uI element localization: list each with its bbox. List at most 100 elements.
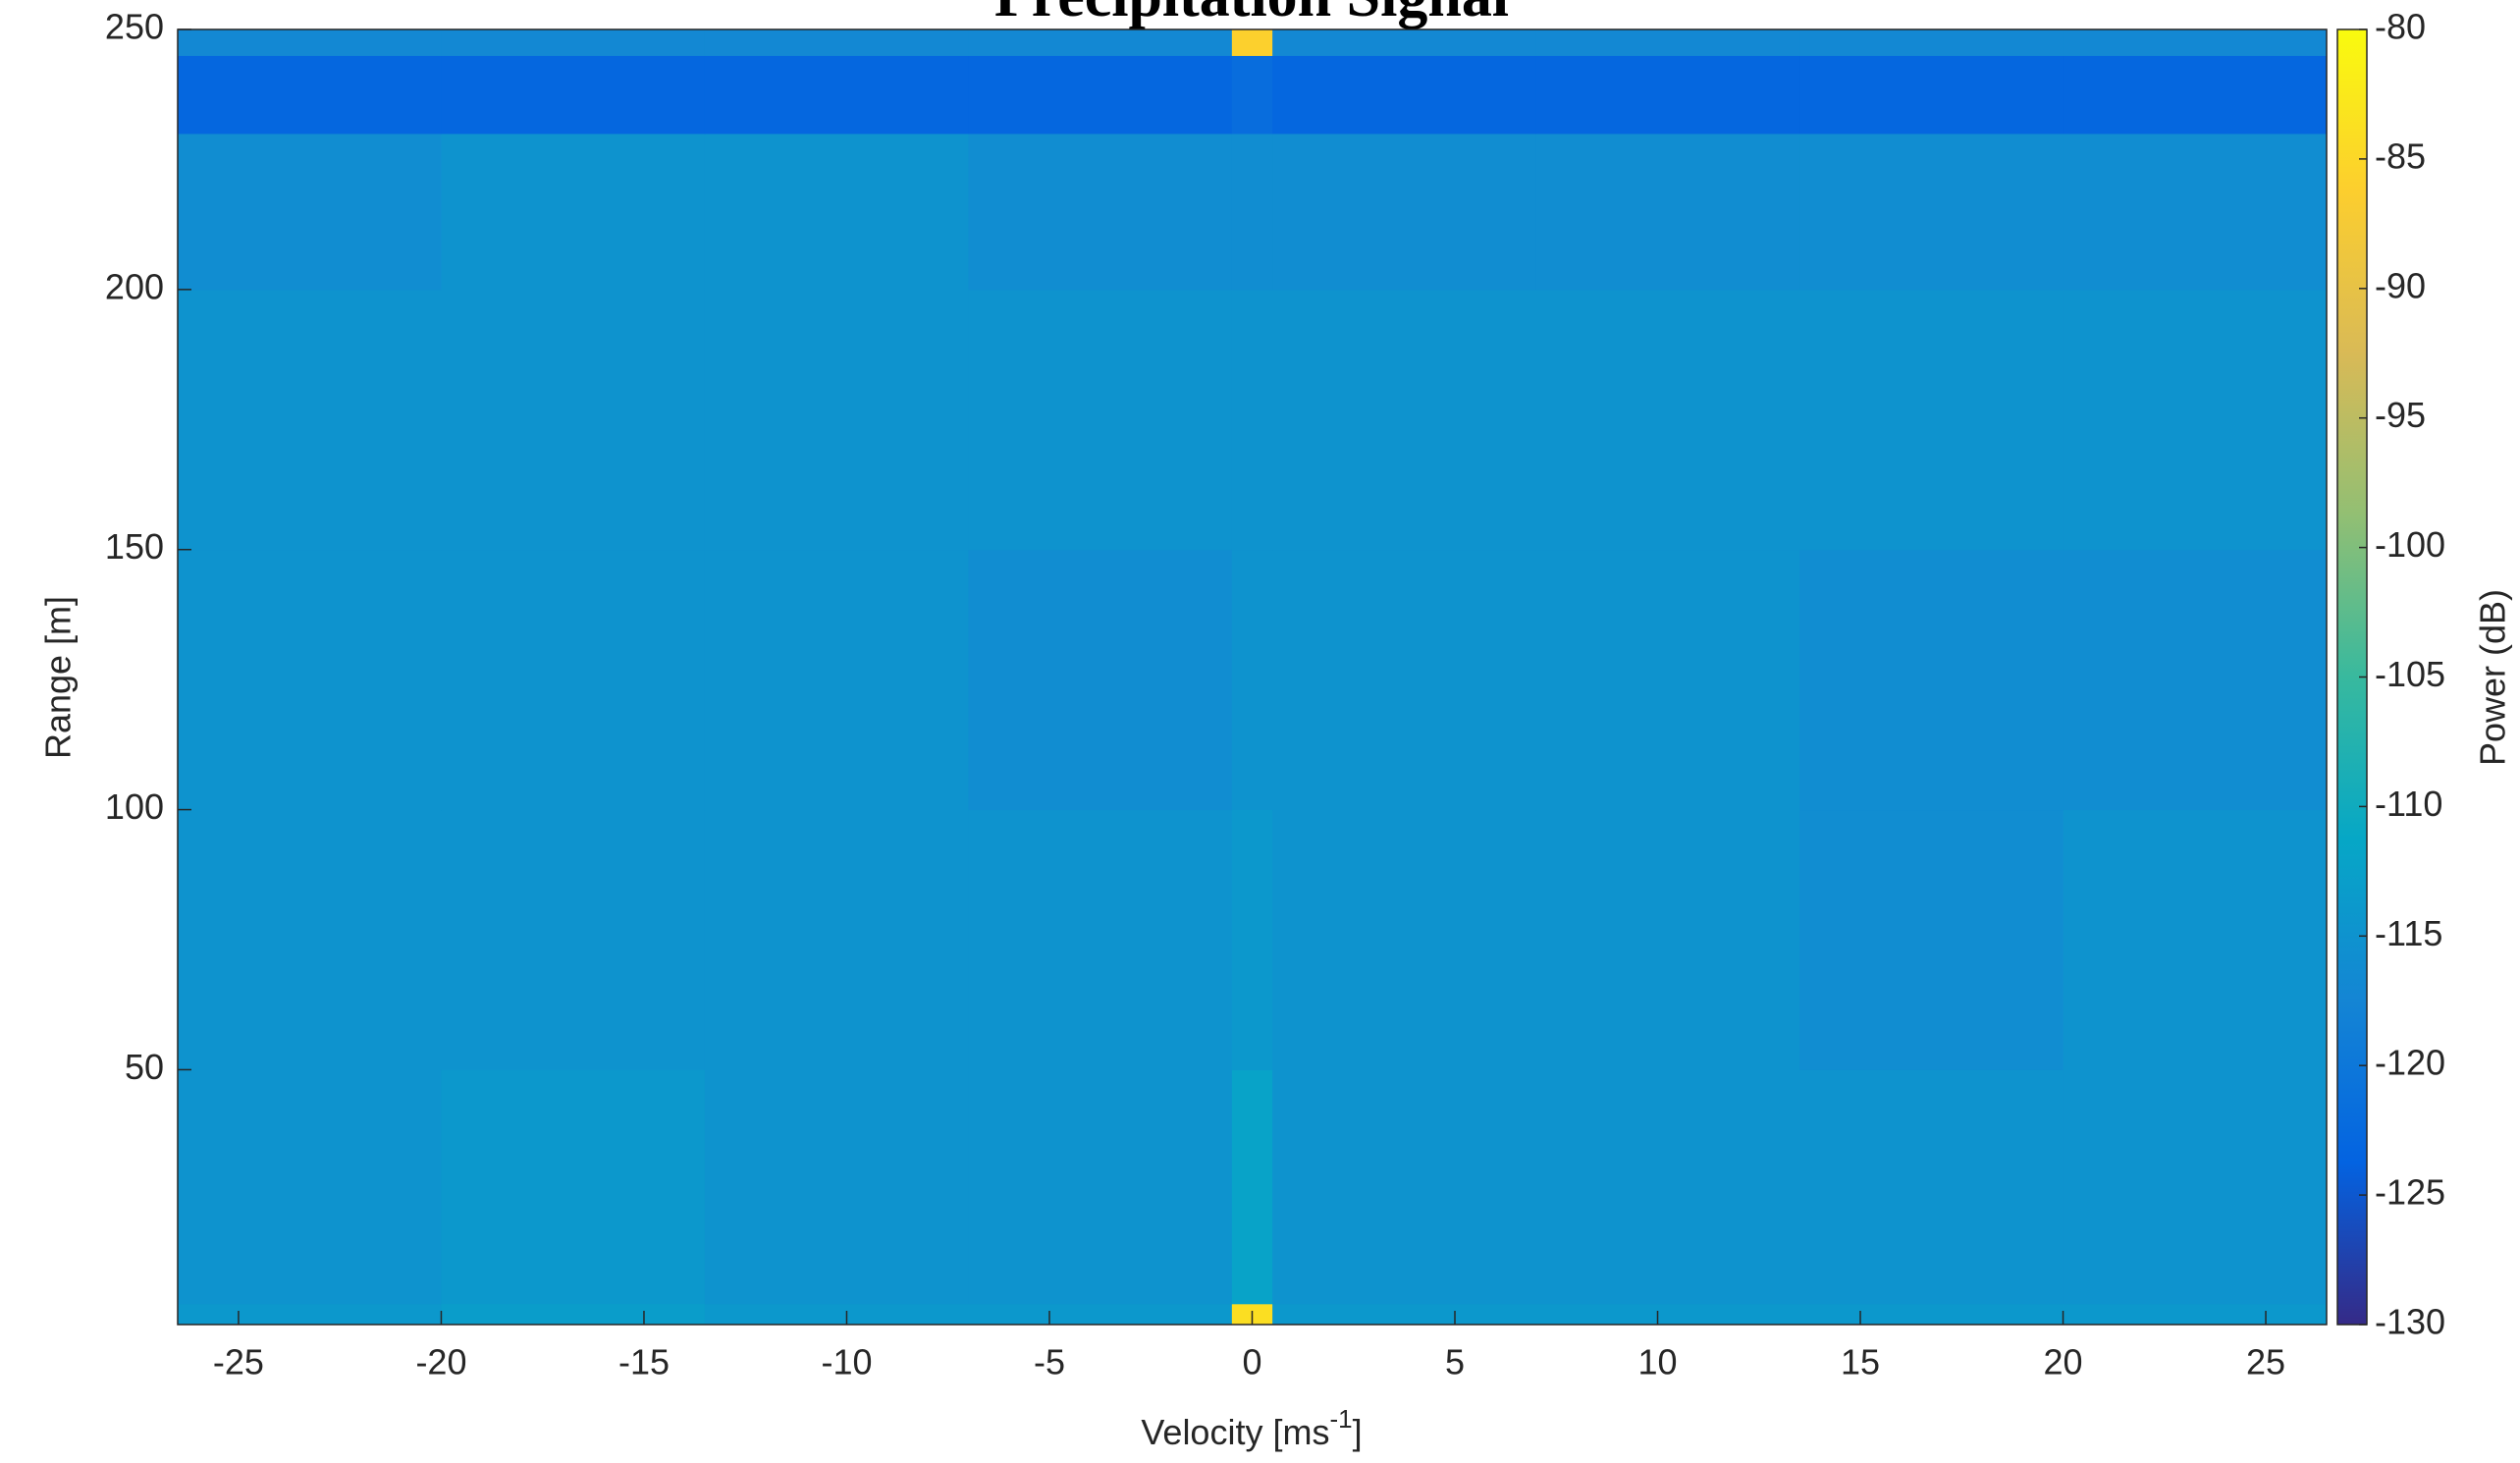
- heatmap-cell: [1231, 289, 1273, 551]
- x-tick-label: -25: [213, 1342, 264, 1382]
- heatmap-cell: [1799, 809, 2064, 1070]
- heatmap-cell: [968, 549, 1233, 811]
- x-tick-label: -15: [618, 1342, 670, 1382]
- y-tick-label: 150: [105, 526, 164, 567]
- heatmap-cell: [178, 133, 442, 291]
- heatmap-cell: [1272, 1069, 1537, 1305]
- heatmap-cell: [178, 1303, 442, 1326]
- colorbar-tick-label: -110: [2375, 784, 2442, 824]
- heatmap-cell: [1535, 1303, 1800, 1326]
- heatmap-cell: [178, 809, 442, 1070]
- colorbar-tick-label: -100: [2375, 524, 2445, 565]
- heatmap-cell: [1535, 809, 1800, 1070]
- heatmap-cell: [441, 29, 706, 56]
- x-axis-label-sup: -1: [1329, 1404, 1352, 1434]
- heatmap-cell: [1799, 29, 2064, 56]
- heatmap-cell: [1272, 809, 1537, 1070]
- x-axis-label-end: ]: [1353, 1412, 1363, 1452]
- colorbar-tick-label: -85: [2375, 135, 2426, 176]
- heatmap-cell: [968, 1069, 1233, 1305]
- heatmap-cell: [1535, 133, 1800, 291]
- heatmap-cell: [2063, 549, 2328, 811]
- heatmap-cell: [1272, 29, 1537, 56]
- heatmap-cell: [1535, 1069, 1800, 1305]
- heatmap-cell: [704, 549, 969, 811]
- heatmap-cell: [968, 289, 1233, 551]
- heatmap-cell: [704, 29, 969, 56]
- heatmap-cell: [178, 29, 442, 56]
- heatmap-cell: [1272, 549, 1537, 811]
- heatmap-cell: [704, 289, 969, 551]
- heatmap-cell: [2063, 29, 2328, 56]
- x-axis-label: Velocity [ms-1]: [1141, 1404, 1362, 1452]
- heatmap-cell: [1799, 133, 2064, 291]
- colorbar-tick-label: -105: [2375, 654, 2445, 694]
- heatmap-cell: [1231, 55, 1273, 135]
- heatmap-cell: [968, 809, 1233, 1070]
- y-axis-label: Range [m]: [38, 596, 79, 759]
- heatmap-cell: [441, 1069, 706, 1305]
- heatmap-cell: [1272, 55, 1537, 135]
- heatmap-cell: [178, 55, 442, 135]
- heatmap-cell: [1535, 289, 1800, 551]
- heatmap-cell: [968, 1303, 1233, 1326]
- colorbar-tick-label: -95: [2375, 395, 2426, 435]
- x-tick-label: 20: [2044, 1342, 2083, 1382]
- heatmap-cell: [1231, 133, 1273, 291]
- heatmap-cell: [441, 549, 706, 811]
- heatmap-cell: [1231, 549, 1273, 811]
- colorbar-tick-label: -125: [2375, 1172, 2445, 1213]
- heatmap-cell: [2063, 1069, 2328, 1305]
- heatmap-cell: [178, 1069, 442, 1305]
- colorbar-tick-label: -120: [2375, 1043, 2445, 1083]
- colorbar: -80 -85 -90 -95 -100 -105 -110 -115 -120 -125 -130: [2336, 7, 2445, 1342]
- colorbar-tick-label: -130: [2375, 1302, 2445, 1342]
- y-tick-label: 100: [105, 786, 164, 827]
- chart-title: Precipitation Signal: [994, 0, 1509, 29]
- heatmap-cell: [1231, 1069, 1273, 1305]
- heatmap-cell: [178, 289, 442, 551]
- colorbar-tick-label: -80: [2375, 7, 2426, 47]
- heatmap-cell: [441, 809, 706, 1070]
- heatmap-cell: [178, 549, 442, 811]
- heatmap-cell: [704, 1303, 969, 1326]
- heatmap-cell: [1799, 289, 2064, 551]
- heatmap-cell: [968, 133, 1233, 291]
- colorbar-tick-label: -90: [2375, 265, 2426, 305]
- x-tick-label: 5: [1445, 1342, 1465, 1382]
- heatmap-cell: [2063, 55, 2328, 135]
- heatmap-cell: [1272, 1303, 1537, 1326]
- x-tick-label: 0: [1242, 1342, 1261, 1382]
- heatmap-cell: [1272, 289, 1537, 551]
- heatmap-cell: [1535, 55, 1800, 135]
- y-tick-label: 200: [105, 266, 164, 306]
- heatmap-cell: [1272, 133, 1537, 291]
- heatmap-cell: [704, 1069, 969, 1305]
- heatmap-cell: [2063, 289, 2328, 551]
- x-tick-label: -20: [415, 1342, 466, 1382]
- x-tick-label: -5: [1034, 1342, 1065, 1382]
- colorbar-label: Power (dB): [2473, 589, 2513, 766]
- heatmap-cell: [704, 809, 969, 1070]
- heatmap-cell: [441, 1303, 706, 1326]
- heatmap-cell: [1799, 549, 2064, 811]
- heatmap-cell: [441, 289, 706, 551]
- heatmap-cell: [1535, 549, 1800, 811]
- heatmap-cell: [1535, 29, 1800, 56]
- y-tick-label: 250: [105, 7, 164, 47]
- heatmap-cell: [1799, 55, 2064, 135]
- heatmap-cell: [1231, 809, 1273, 1070]
- x-axis-label-main: Velocity [ms: [1141, 1412, 1329, 1452]
- x-tick-label: -10: [821, 1342, 872, 1382]
- heatmap-cell: [2063, 809, 2328, 1070]
- y-tick-label: 50: [125, 1047, 164, 1087]
- heatmap-cell: [704, 133, 969, 291]
- heatmap-cell: [1799, 1069, 2064, 1305]
- heatmap-cell: [704, 55, 969, 135]
- heatmap-cell: [968, 55, 1233, 135]
- heatmap-cell: [1799, 1303, 2064, 1326]
- x-tick-label: 15: [1841, 1342, 1880, 1382]
- x-tick-label: 25: [2246, 1342, 2285, 1382]
- heatmap-cell: [2063, 133, 2328, 291]
